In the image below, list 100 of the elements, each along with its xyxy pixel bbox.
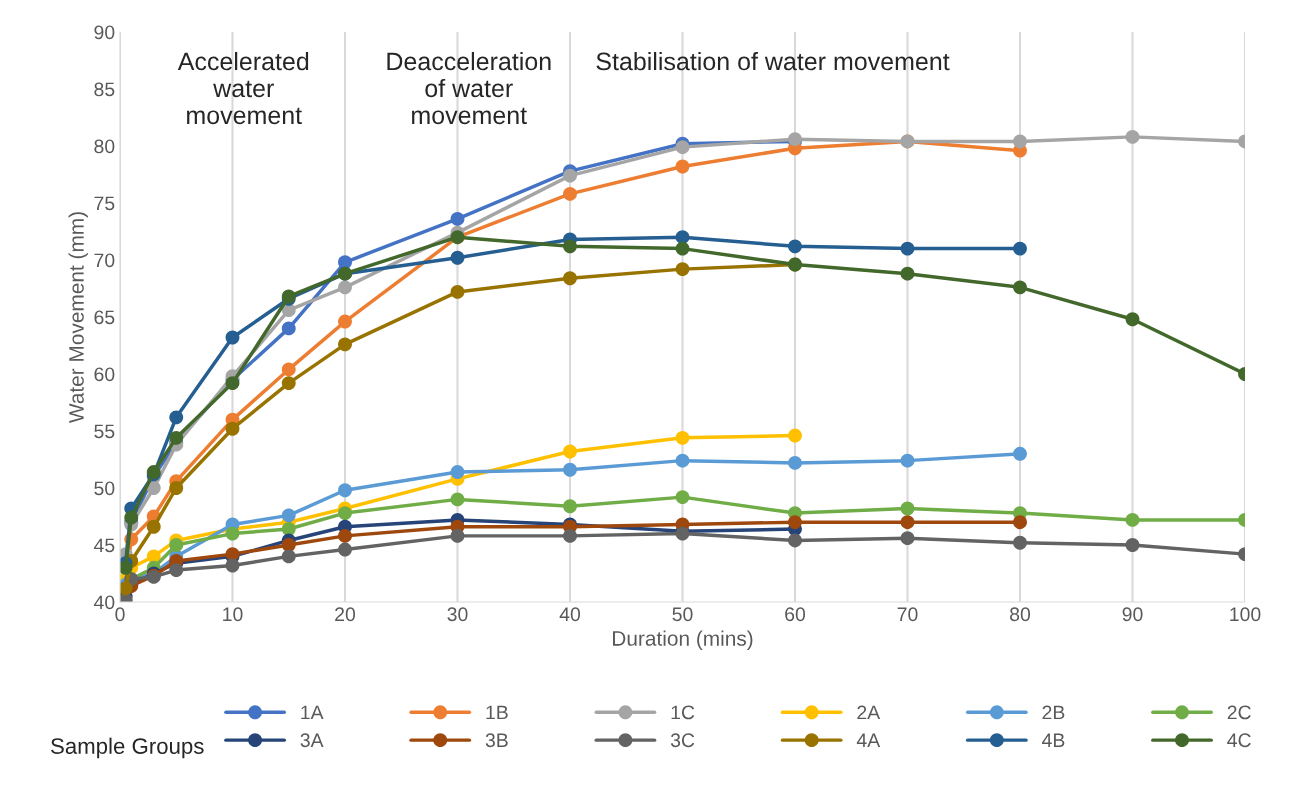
x-tick-label: 90 [1122, 607, 1143, 622]
point [281, 321, 296, 336]
point [146, 519, 161, 534]
legend-label: 4A [856, 733, 881, 747]
legend-label: 4B [1042, 733, 1065, 747]
point [1013, 446, 1027, 461]
legend-label: 2A [857, 705, 881, 720]
point [900, 266, 915, 281]
point [563, 271, 577, 286]
point [900, 515, 915, 530]
point [338, 314, 352, 329]
y-tick-label: 45 [93, 538, 115, 553]
y-tick-label: 90 [94, 25, 115, 40]
y-tick-label: 65 [94, 310, 115, 325]
annotation: Stabilisation of water movement [596, 51, 950, 71]
point [281, 522, 296, 536]
point [788, 428, 802, 443]
point [788, 515, 802, 530]
x-tick-label: 100 [1230, 607, 1261, 622]
legend-label: 2B [1042, 705, 1065, 720]
point [788, 533, 802, 548]
legend-label: 3A [300, 733, 324, 748]
y-tick-label: 80 [94, 139, 115, 154]
point [169, 563, 184, 578]
y-tick-label: 85 [94, 82, 115, 97]
point [1125, 512, 1140, 527]
point [788, 455, 802, 470]
point [675, 140, 690, 155]
point [146, 481, 161, 495]
y-tick-label: 75 [94, 196, 115, 211]
point [563, 186, 577, 201]
point [338, 506, 352, 521]
point [225, 421, 240, 436]
point [338, 528, 352, 543]
point [675, 241, 690, 256]
legend-label: 1A [301, 705, 324, 720]
point [169, 481, 184, 495]
legend-label: 2C [1227, 705, 1251, 720]
y-tick-label: 50 [94, 481, 115, 496]
x-tick-label: 10 [223, 607, 243, 622]
point [788, 239, 802, 254]
point [281, 549, 296, 564]
point [1125, 312, 1140, 327]
point [450, 528, 465, 543]
point [281, 508, 296, 523]
legend-label: 4C [1227, 733, 1251, 748]
point [563, 499, 577, 514]
point [450, 284, 465, 299]
x-tick-label: 0 [115, 607, 125, 622]
point [338, 542, 352, 557]
y-tick-label: 70 [94, 253, 115, 268]
point [900, 501, 915, 516]
legend-title: Sample Groups [51, 737, 204, 759]
x-tick-label: 20 [335, 607, 356, 622]
point [338, 483, 352, 498]
legend-label: 1C [671, 705, 695, 720]
point [900, 453, 915, 468]
legend-label: 1B [486, 705, 508, 720]
point [225, 330, 240, 345]
point [675, 262, 690, 277]
x-axis-title: Duration (mins) [613, 630, 753, 650]
y-tick-label: 60 [94, 367, 115, 382]
point [900, 241, 915, 256]
x-tick-label: 40 [559, 607, 581, 622]
point [450, 250, 465, 265]
legend-label: 3B [485, 733, 508, 748]
point [1013, 241, 1027, 256]
annotation: Accelerated water movement [177, 51, 309, 125]
legend-label: 3C [670, 733, 695, 748]
point [1013, 535, 1027, 550]
point [1125, 129, 1140, 144]
point [675, 159, 690, 174]
point [225, 526, 240, 541]
point [225, 558, 240, 573]
point [675, 430, 690, 445]
point [450, 492, 465, 507]
point [169, 538, 184, 552]
point [563, 528, 577, 543]
point [338, 255, 352, 270]
point [563, 444, 577, 459]
y-tick-label: 40 [93, 595, 115, 610]
point [450, 212, 465, 226]
point [563, 168, 577, 183]
x-tick-label: 50 [672, 607, 693, 622]
point [338, 337, 352, 352]
point [281, 376, 296, 391]
x-tick-label: 80 [1010, 607, 1031, 622]
point [124, 510, 139, 525]
point [450, 465, 465, 479]
point [169, 430, 184, 445]
point [338, 280, 352, 295]
point [563, 462, 577, 477]
point [900, 531, 915, 546]
point [281, 538, 296, 552]
point [1013, 134, 1027, 149]
y-tick-label: 55 [94, 424, 115, 439]
point [675, 490, 690, 505]
point [169, 410, 184, 425]
point [1125, 538, 1140, 552]
point [281, 362, 296, 377]
